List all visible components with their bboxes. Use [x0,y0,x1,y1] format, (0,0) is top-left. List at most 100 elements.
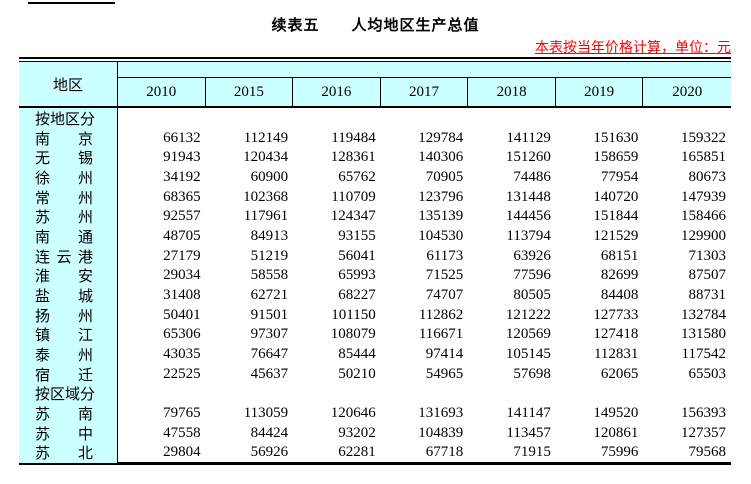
value-cell [206,108,294,129]
value-cell [556,383,644,404]
value-cell: 121222 [505,306,551,323]
table-row: 苏南 79765 113059 120646 131693 141147 149520 15… [19,402,731,424]
value-cell: 84408 [600,286,639,303]
value-cell: 113794 [506,227,551,244]
value-cell: 74486 [513,168,551,185]
value-cell: 147939 [680,188,726,205]
table-row: 扬州 50401 91501 101150 112862 121222 127733 132… [19,304,731,326]
region-cell: 镇江 [19,324,118,346]
value-cell: 120569 [505,326,551,343]
value-cell: 48705 [163,227,201,244]
value-cell: 141129 [506,129,551,146]
value-cell: 128361 [330,149,376,166]
region-label: 苏南 [35,406,93,423]
value-cell: 61173 [426,247,464,264]
region-label: 淮安 [35,269,93,286]
table-header: 地区 2010 2015 2016 2017 2018 2019 2020 [19,62,731,108]
value-cell: 77954 [600,168,639,185]
value-cell: 79765 [163,404,201,421]
value-cell: 65762 [338,168,376,185]
region-cell: 按地区分 [19,108,118,129]
value-cell: 67718 [425,444,464,461]
header-year-2017: 2017 [380,78,469,106]
value-cell: 68151 [600,247,639,264]
value-cell: 141147 [506,404,551,421]
value-cell [293,108,381,129]
value-cell: 56926 [250,444,289,461]
value-cell: 88731 [688,286,726,303]
header-year-2010: 2010 [118,78,206,106]
region-label: 泰州 [35,347,93,364]
value-cell: 127418 [593,326,639,343]
header-year-2016: 2016 [293,78,381,106]
value-cell: 135139 [418,208,464,225]
header-year-2015: 2015 [205,78,294,106]
value-cell: 97414 [425,345,464,362]
value-cell [118,383,206,404]
region-cell: 南通 [19,225,118,247]
value-cell: 129900 [680,227,726,244]
value-cell: 68365 [163,188,201,205]
page-title: 续表五 人均地区生产总值 [271,18,480,34]
value-cell [118,108,206,129]
value-cell: 151630 [593,129,639,146]
table-body: 按地区分 南京 66132 112149 119484 129784 141129 151… [19,108,731,464]
value-cell: 74707 [425,286,464,303]
region-label: 南通 [35,229,93,246]
region-cell: 无锡 [19,147,118,169]
value-cell [206,383,294,404]
value-cell: 124347 [330,208,376,225]
value-cell: 117961 [243,208,289,225]
value-cell: 87507 [688,267,726,284]
region-label: 宿迁 [35,367,93,384]
region-label: 苏州 [35,210,93,227]
value-cell [293,383,381,404]
region-cell: 常州 [19,186,118,208]
region-label: 常州 [35,190,93,207]
value-cell: 117542 [681,345,726,362]
region-label: 徐州 [35,170,93,187]
table-row: 徐州 34192 60900 65762 70905 74486 77954 80673 [19,166,731,188]
value-cell: 51219 [250,247,289,264]
gdp-table: 地区 2010 2015 2016 2017 2018 2019 2020 按地… [19,57,731,465]
value-cell: 101150 [331,306,376,323]
region-cell: 苏南 [19,402,118,424]
value-cell [468,108,556,129]
value-cell: 76647 [250,345,289,362]
value-cell: 71525 [425,267,464,284]
value-cell: 80673 [688,168,726,185]
region-cell: 按区域分 [19,383,118,405]
value-cell: 158659 [593,149,639,166]
value-cell: 60900 [250,168,289,185]
value-cell: 140306 [418,149,464,166]
value-cell: 104530 [418,227,464,244]
value-cell: 71303 [688,247,726,264]
value-cell: 113059 [243,404,289,421]
value-cell: 79568 [688,444,726,461]
value-cell: 120861 [593,424,639,441]
table-row: 苏北 29804 56926 62281 67718 71915 75996 79568 [19,442,731,464]
value-cell: 62281 [338,444,376,461]
value-cell [381,383,469,404]
value-cell: 43035 [163,345,201,362]
table-row: 宿迁 22525 45637 50210 54965 57698 62065 65503 [19,363,731,385]
value-cell: 104839 [418,424,464,441]
table-row: 按区域分 [19,383,731,405]
region-label: 镇江 [35,328,93,345]
value-cell: 159322 [680,129,726,146]
region-cell: 苏中 [19,422,118,444]
value-cell: 85444 [338,345,376,362]
top-partial-rule [28,2,115,4]
value-cell: 131580 [680,326,726,343]
region-label: 按区域分 [35,387,96,404]
region-cell: 连云港 [19,245,118,267]
value-cell: 22525 [163,365,201,382]
region-cell: 徐州 [19,166,118,188]
value-cell: 113457 [506,424,551,441]
value-cell: 120434 [243,149,289,166]
value-cell: 140720 [593,188,639,205]
value-cell: 102368 [243,188,289,205]
value-cell: 131693 [418,404,464,421]
table-bottom-rule [19,461,731,465]
value-cell: 65993 [338,267,376,284]
